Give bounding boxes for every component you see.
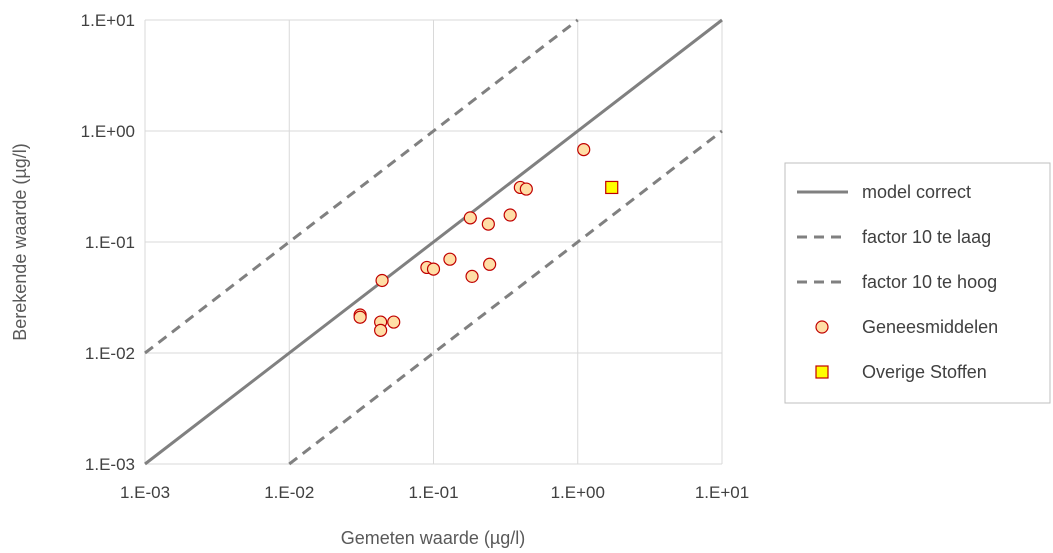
data-point-circle bbox=[483, 257, 497, 271]
x-axis-title: Gemeten waarde (µg/l) bbox=[341, 528, 525, 548]
y-axis-title: Berekende waarde (µg/l) bbox=[10, 143, 30, 340]
legend-label: Geneesmiddelen bbox=[862, 317, 998, 337]
data-point-circle bbox=[353, 310, 367, 324]
y-tick-label: 1.E+01 bbox=[81, 11, 135, 30]
legend-label: Overige Stoffen bbox=[862, 362, 987, 382]
x-tick-labels: 1.E-03 1.E-02 1.E-01 1.E+00 1.E+01 bbox=[120, 483, 749, 502]
y-tick-label: 1.E-03 bbox=[85, 455, 135, 474]
x-tick-label: 1.E-01 bbox=[408, 483, 458, 502]
data-point-circle bbox=[503, 208, 517, 222]
data-point-circle bbox=[463, 211, 477, 225]
legend-label: factor 10 te hoog bbox=[862, 272, 997, 292]
data-point-circle bbox=[465, 269, 479, 283]
reference-line-factor-10-te-hoog bbox=[288, 129, 723, 466]
y-tick-label: 1.E-02 bbox=[85, 344, 135, 363]
x-tick-label: 1.E+00 bbox=[551, 483, 605, 502]
data-point-circle bbox=[577, 142, 591, 157]
reference-lines bbox=[144, 18, 723, 466]
data-point-square bbox=[605, 180, 619, 195]
x-tick-label: 1.E-03 bbox=[120, 483, 170, 502]
legend-box bbox=[784, 162, 1051, 404]
data-points bbox=[353, 142, 619, 337]
reference-line-factor-10-te-laag bbox=[144, 18, 579, 355]
data-point-circle bbox=[387, 315, 401, 329]
legend: model correct factor 10 te laag factor 10 … bbox=[784, 162, 1051, 404]
legend-square-symbol bbox=[815, 365, 829, 379]
data-point-circle bbox=[426, 262, 441, 276]
data-point-circle bbox=[374, 323, 388, 337]
x-tick-label: 1.E-02 bbox=[264, 483, 314, 502]
data-point-circle bbox=[375, 273, 389, 288]
data-point-circle bbox=[519, 182, 533, 196]
y-tick-labels: 1.E-03 1.E-02 1.E-01 1.E+00 1.E+01 bbox=[81, 11, 135, 474]
data-point-circle bbox=[481, 217, 495, 231]
y-tick-label: 1.E-01 bbox=[85, 233, 135, 252]
reference-line-model-correct bbox=[144, 18, 723, 466]
legend-circle-symbol bbox=[815, 320, 829, 334]
data-point-circle bbox=[443, 252, 457, 266]
legend-label: factor 10 te laag bbox=[862, 227, 991, 247]
legend-label: model correct bbox=[862, 182, 971, 202]
y-tick-label: 1.E+00 bbox=[81, 122, 135, 141]
x-tick-label: 1.E+01 bbox=[695, 483, 749, 502]
